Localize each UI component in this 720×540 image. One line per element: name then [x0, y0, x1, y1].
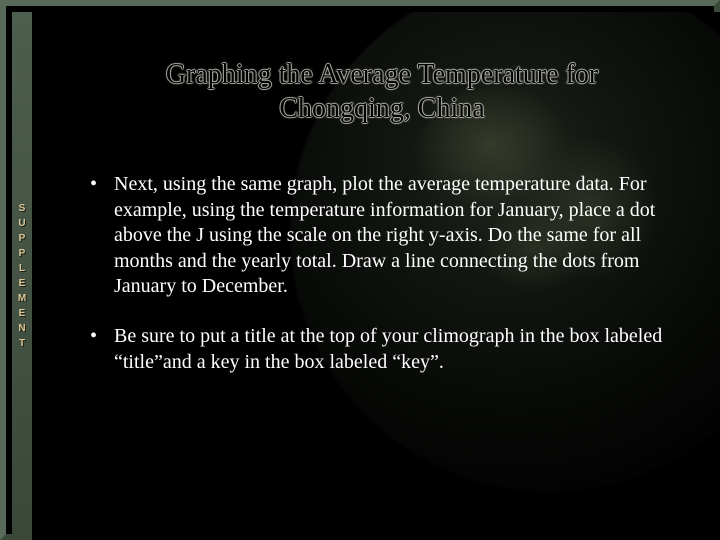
sidebar-letter: U	[18, 217, 25, 230]
bullet-marker: •	[90, 324, 114, 375]
sidebar-supplement: S U P P L E M E N T	[12, 12, 32, 540]
sidebar-letter: N	[18, 322, 25, 335]
slide-content: Graphing the Average Temperature for Cho…	[32, 12, 720, 540]
sidebar-letter: L	[19, 262, 25, 275]
sidebar-letter: P	[19, 247, 26, 260]
sidebar-letter: E	[19, 307, 26, 320]
slide-frame: S U P P L E M E N T Graphing the Average…	[0, 0, 720, 540]
list-item: • Be sure to put a title at the top of y…	[90, 324, 680, 375]
list-item: • Next, using the same graph, plot the a…	[90, 172, 680, 300]
sidebar-letter: T	[19, 337, 25, 350]
bullet-marker: •	[90, 172, 114, 300]
sidebar-letter: S	[19, 202, 26, 215]
bullet-text: Next, using the same graph, plot the ave…	[114, 172, 680, 300]
bullet-list: • Next, using the same graph, plot the a…	[90, 172, 680, 399]
sidebar-letter: E	[19, 277, 26, 290]
sidebar-letter: P	[19, 232, 26, 245]
bullet-text: Be sure to put a title at the top of you…	[114, 324, 680, 375]
sidebar-letter: M	[18, 292, 26, 305]
slide-title: Graphing the Average Temperature for Cho…	[102, 58, 662, 125]
